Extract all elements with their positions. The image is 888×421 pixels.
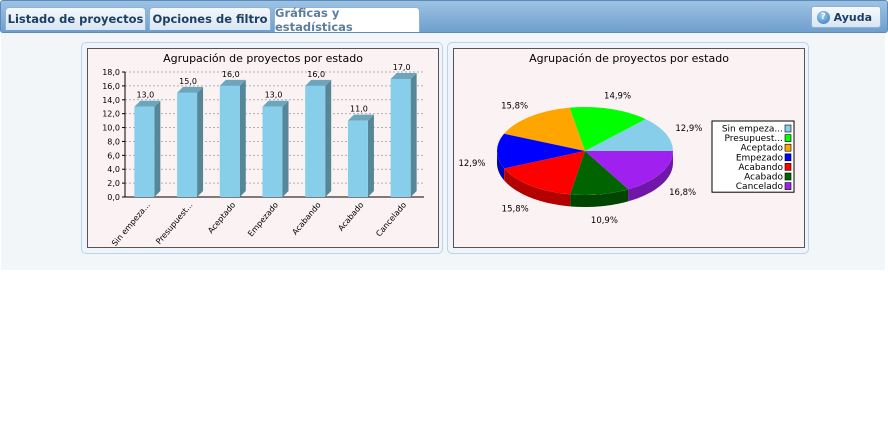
pie-slice-label: 15,8%: [501, 102, 528, 112]
pie-slice: [585, 119, 673, 151]
tab-graficas-estadisticas[interactable]: Gráficas y estadísticas: [274, 6, 420, 34]
y-tick-label: 2,0: [107, 179, 120, 188]
bar-top: [134, 100, 161, 107]
bar-chart-frame: Agrupación de proyectos por estado 0,0 2,0…: [87, 48, 439, 248]
legend-label: Presupuest...: [725, 134, 783, 144]
legend-label: Acabando: [738, 163, 783, 173]
tab-label: Gráficas y estadísticas: [275, 6, 353, 34]
x-category-label: Aceptado: [206, 200, 237, 235]
pie-slice-side: [497, 151, 505, 181]
x-category-label: Sin empeza...: [110, 201, 152, 247]
bar: [219, 85, 240, 197]
legend-swatch: [784, 143, 792, 152]
bar-top: [305, 79, 332, 86]
pie-slice: [497, 133, 585, 169]
bar: [347, 120, 368, 197]
pie-slice: [585, 151, 673, 190]
x-category-label: Presupuest...: [154, 201, 194, 247]
top-tab-bar: Listado de proyectos Opciones de filtro …: [0, 0, 888, 34]
bar-value-label: 13,0: [265, 91, 283, 100]
pie-slice-label: 10,9%: [591, 216, 618, 226]
bar-top: [177, 86, 204, 93]
bar: [305, 85, 326, 197]
bar-top: [347, 114, 374, 121]
y-tick-label: 16,0: [102, 82, 120, 91]
tab-opciones-filtro[interactable]: Opciones de filtro: [149, 7, 271, 30]
pie-slice-label: 12,9%: [458, 159, 485, 169]
y-tick-label: 12,0: [102, 110, 120, 119]
pie-slice-side: [504, 168, 571, 207]
pie-slice: [504, 151, 585, 195]
bar: [134, 106, 155, 197]
bar-chart: Agrupación de proyectos por estado 0,0 2,0…: [102, 52, 424, 247]
tab-listado-proyectos[interactable]: Listado de proyectos: [5, 7, 146, 30]
pie-chart-frame: Agrupación de proyectos por estado 12,9% 1…: [453, 48, 805, 248]
pie-slice-label: 16,8%: [669, 188, 696, 198]
legend-label: Empezado: [736, 153, 784, 163]
legend-swatch: [784, 163, 792, 171]
pie-slice: [504, 107, 585, 151]
bar-value-label: 15,0: [179, 77, 197, 86]
y-tick-label: 18,0: [102, 68, 120, 77]
bar-value-label: 17,0: [393, 63, 411, 72]
pie-slice-label: 12,9%: [675, 124, 702, 134]
bar-chart-panel: Agrupación de proyectos por estado 0,0 2,0…: [81, 42, 443, 254]
legend-label: Cancelado: [736, 182, 784, 192]
pie-slice-side: [628, 151, 673, 202]
x-category-label: Empezado: [246, 200, 280, 238]
y-tick-label: 14,0: [102, 96, 120, 105]
help-button[interactable]: ? Ayuda: [810, 6, 881, 28]
bar-value-label: 11,0: [350, 105, 368, 114]
bar-side: [367, 114, 374, 197]
y-tick-label: 6,0: [107, 151, 120, 160]
bar-value-label: 13,0: [136, 91, 154, 100]
bar-side: [325, 79, 332, 197]
legend-swatch: [784, 153, 792, 162]
pie-legend: [711, 120, 795, 193]
bar-chart-title: Agrupación de proyectos por estado: [163, 52, 363, 65]
legend-swatch: [784, 182, 792, 190]
pie-chart-title: Agrupación de proyectos por estado: [529, 52, 729, 65]
bar-side: [410, 72, 417, 197]
help-icon: ?: [816, 10, 830, 24]
legend-label: Acabado: [744, 173, 783, 183]
y-tick-label: 10,0: [102, 124, 120, 133]
pie-slice-label: 15,8%: [502, 205, 529, 215]
bar-value-label: 16,0: [307, 70, 325, 79]
x-category-label: Acabado: [336, 200, 365, 232]
bar-side: [282, 100, 289, 197]
bar-top: [390, 72, 417, 79]
legend-label: Sin empeza...: [722, 125, 783, 135]
bar: [262, 106, 283, 197]
pie-chart-panel: Agrupación de proyectos por estado 12,9% 1…: [447, 42, 809, 254]
y-tick-label: 0,0: [107, 193, 120, 202]
bar-side: [154, 100, 161, 197]
pie-chart: Agrupación de proyectos por estado 12,9% 1…: [458, 52, 795, 226]
bar-top: [262, 100, 289, 107]
content-area: Agrupación de proyectos por estado 0,0 2,0…: [1, 33, 885, 270]
bar: [390, 78, 411, 197]
x-category-label: Acabando: [290, 200, 322, 236]
bar-value-label: 16,0: [222, 70, 240, 79]
legend-swatch: [784, 172, 792, 181]
bar-side: [239, 79, 246, 197]
pie-slice-label: 14,9%: [604, 91, 631, 101]
tab-label: Listado de proyectos: [7, 12, 144, 26]
y-tick-label: 8,0: [107, 137, 120, 146]
pie-slice-side: [570, 189, 629, 207]
y-tick-label: 4,0: [107, 165, 120, 174]
bar: [177, 92, 198, 197]
legend-swatch: [784, 124, 792, 133]
tab-label: Opciones de filtro: [152, 12, 268, 26]
legend-label: Aceptado: [741, 144, 784, 154]
bar-top: [219, 79, 246, 86]
x-category-label: Cancelado: [374, 200, 408, 238]
bar-side: [197, 86, 204, 197]
help-label: Ayuda: [833, 10, 872, 24]
pie-slice: [569, 107, 646, 151]
pie-slice: [570, 151, 629, 195]
legend-swatch: [784, 134, 792, 142]
